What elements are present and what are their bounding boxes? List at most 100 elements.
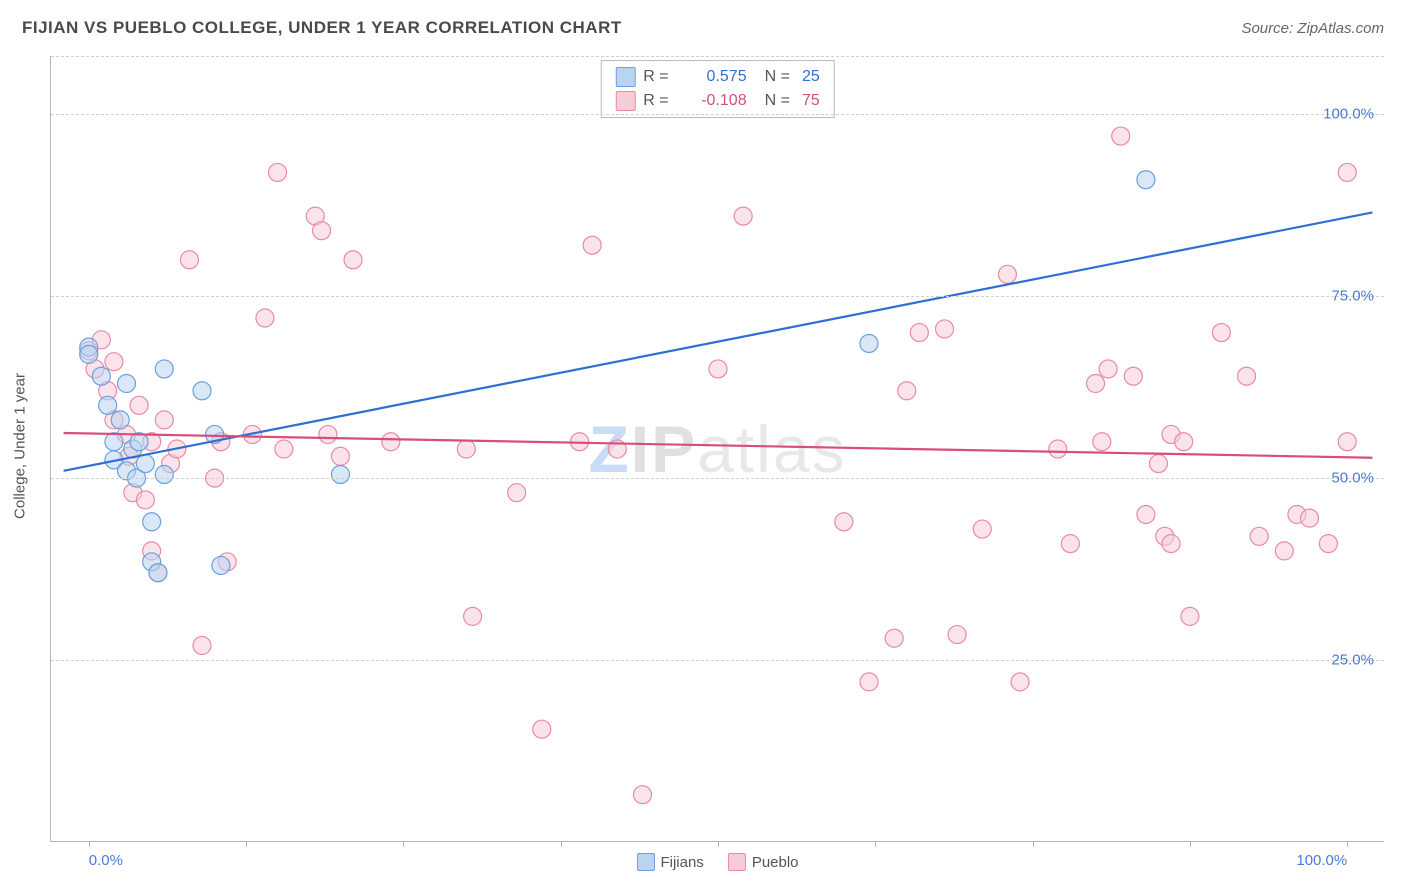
legend-swatch xyxy=(615,67,635,87)
legend-n-label: N = xyxy=(765,92,790,110)
legend-swatch xyxy=(728,853,746,871)
legend-swatch xyxy=(615,91,635,111)
data-point xyxy=(508,484,526,502)
data-point xyxy=(1181,607,1199,625)
data-point xyxy=(1137,171,1155,189)
data-point xyxy=(1300,509,1318,527)
legend-row: R =0.575N =25 xyxy=(615,65,819,89)
legend-row: R = -0.108 N = 75 xyxy=(615,89,819,113)
legend-r-value: -0.108 xyxy=(677,92,747,110)
y-tick-label: 75.0% xyxy=(1331,288,1374,305)
data-point xyxy=(180,251,198,269)
data-point xyxy=(860,673,878,691)
scatter-chart xyxy=(51,56,1384,841)
data-point xyxy=(1061,535,1079,553)
data-point xyxy=(344,251,362,269)
data-point xyxy=(193,637,211,655)
legend-label: Pueblo xyxy=(752,854,799,871)
x-tick-label: 100.0% xyxy=(1296,852,1347,869)
data-point xyxy=(143,513,161,531)
data-point xyxy=(149,564,167,582)
x-tick xyxy=(403,841,404,847)
x-tick-label: 0.0% xyxy=(89,852,123,869)
data-point xyxy=(269,163,287,181)
data-point xyxy=(136,455,154,473)
data-point xyxy=(331,465,349,483)
data-point xyxy=(256,309,274,327)
data-point xyxy=(1099,360,1117,378)
data-point xyxy=(734,207,752,225)
data-point xyxy=(583,236,601,254)
data-point xyxy=(1319,535,1337,553)
data-point xyxy=(1093,433,1111,451)
data-point xyxy=(331,447,349,465)
data-point xyxy=(464,607,482,625)
x-tick xyxy=(875,841,876,847)
data-point xyxy=(1338,163,1356,181)
gridline xyxy=(51,660,1384,661)
data-point xyxy=(835,513,853,531)
data-point xyxy=(633,786,651,804)
data-point xyxy=(1250,527,1268,545)
data-point xyxy=(275,440,293,458)
legend-n-value: 75 xyxy=(802,92,820,110)
data-point xyxy=(1149,455,1167,473)
x-tick xyxy=(561,841,562,847)
data-point xyxy=(1137,506,1155,524)
legend-item: Pueblo xyxy=(728,853,799,871)
y-axis-label: College, Under 1 year xyxy=(12,373,29,519)
legend-item: Fijians xyxy=(636,853,703,871)
plot-area: ZIPatlas R =0.575N =25R =-0.108N =75 Fij… xyxy=(50,56,1384,842)
data-point xyxy=(313,222,331,240)
data-point xyxy=(319,425,337,443)
data-point xyxy=(885,629,903,647)
x-tick xyxy=(1347,841,1348,847)
data-point xyxy=(457,440,475,458)
gridline xyxy=(51,56,1384,57)
x-tick xyxy=(89,841,90,847)
data-point xyxy=(155,411,173,429)
data-point xyxy=(709,360,727,378)
data-point xyxy=(1049,440,1067,458)
data-point xyxy=(130,396,148,414)
y-tick-label: 25.0% xyxy=(1331,652,1374,669)
y-tick-label: 100.0% xyxy=(1323,106,1374,123)
data-point xyxy=(860,334,878,352)
data-point xyxy=(105,353,123,371)
data-point xyxy=(193,382,211,400)
data-point xyxy=(136,491,154,509)
x-tick xyxy=(1033,841,1034,847)
data-point xyxy=(99,396,117,414)
gridline xyxy=(51,296,1384,297)
data-point xyxy=(105,433,123,451)
data-point xyxy=(1124,367,1142,385)
gridline xyxy=(51,114,1384,115)
y-tick-label: 50.0% xyxy=(1331,470,1374,487)
data-point xyxy=(910,324,928,342)
data-point xyxy=(1175,433,1193,451)
source-label: Source: ZipAtlas.com xyxy=(1241,20,1384,37)
data-point xyxy=(1087,375,1105,393)
data-point xyxy=(212,556,230,574)
data-point xyxy=(1112,127,1130,145)
data-point xyxy=(80,345,98,363)
data-point xyxy=(1238,367,1256,385)
x-tick xyxy=(718,841,719,847)
data-point xyxy=(118,375,136,393)
legend-r-label: R = xyxy=(643,68,668,86)
data-point xyxy=(973,520,991,538)
x-tick xyxy=(1190,841,1191,847)
chart-title: FIJIAN VS PUEBLO COLLEGE, UNDER 1 YEAR C… xyxy=(22,18,622,38)
data-point xyxy=(998,265,1016,283)
gridline xyxy=(51,478,1384,479)
series-legend: Fijians Pueblo xyxy=(636,853,798,871)
legend-r-label: R = xyxy=(643,92,668,110)
data-point xyxy=(155,465,173,483)
data-point xyxy=(1212,324,1230,342)
data-point xyxy=(1162,535,1180,553)
data-point xyxy=(111,411,129,429)
data-point xyxy=(382,433,400,451)
data-point xyxy=(948,626,966,644)
data-point xyxy=(936,320,954,338)
data-point xyxy=(898,382,916,400)
